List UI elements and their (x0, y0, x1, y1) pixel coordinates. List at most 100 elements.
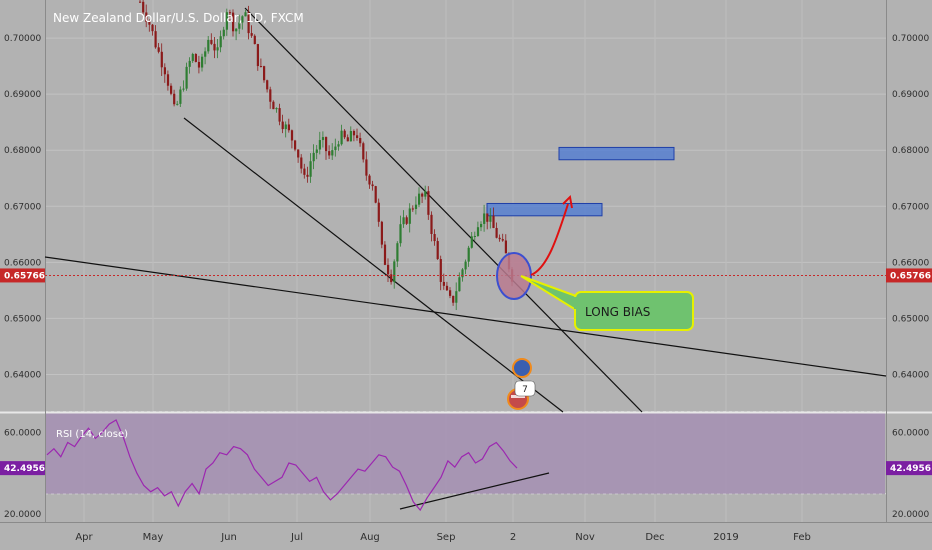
price-tick-label: 0.66000 (892, 258, 929, 268)
candle-body (216, 47, 219, 51)
right-last-price: 0.65766 (890, 271, 931, 281)
candle-body (501, 239, 504, 241)
nz-flag-icon[interactable] (512, 358, 532, 378)
upper-channel-line[interactable] (244, 7, 643, 413)
candle-body (476, 227, 480, 236)
candle-body (362, 143, 365, 160)
time-tick-label: May (143, 532, 164, 543)
candle-body (250, 33, 253, 36)
price-tick-label: 0.70000 (4, 34, 41, 44)
time-axis: Apr May Jun Jul Aug Sep 2 Nov Dec 2019 Feb (75, 532, 811, 543)
rsi-band (45, 411, 885, 494)
event-count-badge[interactable] (514, 380, 536, 397)
candle-body (387, 264, 390, 275)
event-count: 7 (522, 385, 528, 395)
candle-body (228, 12, 232, 14)
candle-body (185, 66, 188, 89)
candle-body (188, 60, 191, 67)
left-rsi-background (0, 461, 45, 476)
candle-body (396, 243, 399, 262)
price-tick-label: 0.64000 (892, 370, 929, 380)
price-tick-label: 0.65000 (4, 314, 41, 324)
candle-body (377, 202, 380, 222)
candle-body (436, 241, 439, 260)
candle-body (486, 213, 489, 222)
candle-body (278, 108, 281, 122)
candle-body (498, 237, 501, 240)
callout-text: LONG BIAS (585, 305, 650, 319)
rsi-tick-label: 20.0000 (892, 510, 929, 520)
candle-body (368, 175, 371, 185)
price-tick-label: 0.64000 (4, 370, 41, 380)
candle-body (238, 22, 241, 29)
candle-body (411, 208, 414, 210)
right-last-price-badge: 0.65766 (886, 268, 932, 283)
candle-body (309, 161, 312, 177)
candle-body (318, 140, 321, 150)
time-tick-label: Aug (360, 532, 380, 543)
price-tick-label: 0.70000 (892, 34, 929, 44)
rsi-line (46, 419, 518, 512)
bullish-arrow[interactable] (530, 194, 573, 276)
candle-body (449, 290, 452, 296)
right-price-axis: 0.70000 0.69000 0.68000 0.67000 0.66000 0.650… (892, 34, 929, 380)
candle-body (349, 131, 352, 142)
candle-body (424, 191, 427, 197)
price-tick-label: 0.69000 (4, 90, 41, 100)
candle-body (241, 16, 244, 23)
candle-body (504, 240, 507, 254)
candle-body (445, 285, 449, 291)
candle-body (430, 214, 433, 234)
left-price-axis: 0.70000 0.69000 0.68000 0.67000 0.66000 0.650… (4, 34, 41, 380)
left-last-price-background (0, 268, 45, 283)
candle-body (473, 235, 476, 237)
long-support-line[interactable] (44, 256, 887, 377)
time-tick-label: Dec (645, 532, 664, 543)
target-zone-lower[interactable] (486, 202, 603, 217)
candle-body (306, 174, 309, 177)
candle-body (151, 24, 154, 32)
price-tick-label: 0.67000 (4, 202, 41, 212)
left-rsi-badge: 42.4956 (0, 461, 45, 476)
candle-body (222, 29, 225, 37)
candle-body (371, 184, 374, 187)
rsi-tick-label: 60.0000 (4, 428, 41, 438)
left-last-price-badge: 0.65766 (0, 268, 45, 283)
candle-body (179, 89, 182, 104)
candle-body (170, 85, 173, 94)
candle-body (272, 101, 275, 110)
candle-body (334, 146, 337, 151)
rsi-tick-label: 20.0000 (4, 510, 41, 520)
candle-body (247, 12, 250, 34)
long-bias-callout[interactable]: LONG BIAS (520, 275, 694, 331)
price-tick-label: 0.68000 (4, 146, 41, 156)
time-tick-label: Sep (437, 532, 456, 543)
target-zone-upper[interactable] (558, 146, 675, 161)
candle-body (232, 12, 235, 32)
us-flag-stripe-icon (511, 395, 525, 398)
candle-body (421, 193, 424, 197)
candle-body (253, 35, 256, 45)
price-tick-label: 0.68000 (892, 146, 929, 156)
candle-body (263, 66, 266, 81)
callout-box (574, 291, 694, 331)
candle-body (414, 204, 418, 209)
trendlines[interactable] (44, 7, 887, 510)
candle-body (219, 36, 222, 48)
candle-body (173, 93, 176, 105)
candle-body (182, 88, 185, 90)
price-highlight-ellipse[interactable] (496, 252, 532, 300)
candle-body (269, 89, 272, 102)
candle-body (142, 1, 145, 13)
candle-body (464, 261, 467, 270)
candle-body (197, 61, 201, 68)
rsi-tick-label: 60.0000 (892, 428, 929, 438)
lower-channel-line[interactable] (183, 117, 564, 413)
candle-body (139, 1, 142, 3)
candle-body (352, 131, 356, 136)
economic-events[interactable]: 7 (507, 358, 536, 410)
candle-body (489, 215, 492, 222)
candle-body (374, 186, 377, 203)
candle-body (163, 67, 166, 75)
